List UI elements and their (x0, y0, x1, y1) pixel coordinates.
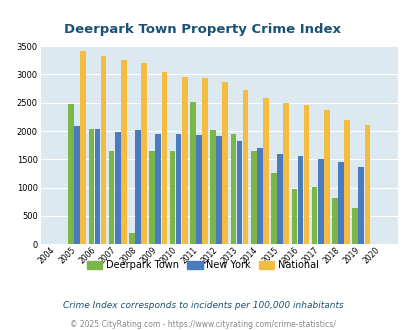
Bar (236, 141, 242, 244)
Bar (175, 134, 181, 244)
Bar (216, 136, 222, 244)
Bar (271, 174, 276, 244)
Bar (129, 233, 134, 244)
Bar (343, 120, 349, 244)
Bar (242, 90, 248, 244)
Bar (115, 132, 120, 244)
Bar (74, 126, 80, 244)
Bar (141, 63, 147, 244)
Bar (364, 125, 369, 244)
Bar (323, 110, 329, 244)
Bar (121, 60, 126, 244)
Bar (135, 130, 141, 244)
Bar (181, 77, 187, 244)
Text: Crime Index corresponds to incidents per 100,000 inhabitants: Crime Index corresponds to incidents per… (62, 301, 343, 310)
Bar (161, 72, 167, 244)
Bar (256, 148, 262, 244)
Bar (68, 105, 74, 244)
Bar (297, 156, 303, 244)
Bar (230, 134, 236, 244)
Text: © 2025 CityRating.com - https://www.cityrating.com/crime-statistics/: © 2025 CityRating.com - https://www.city… (70, 319, 335, 329)
Bar (262, 98, 268, 244)
Bar (94, 129, 100, 244)
Bar (149, 151, 155, 244)
Bar (222, 82, 228, 244)
Bar (337, 162, 343, 244)
Bar (277, 154, 282, 244)
Bar (358, 167, 363, 244)
Legend: Deerpark Town, New York, National: Deerpark Town, New York, National (83, 256, 322, 274)
Bar (196, 135, 201, 244)
Bar (88, 129, 94, 244)
Bar (155, 134, 161, 244)
Bar (291, 189, 296, 244)
Bar (202, 78, 207, 244)
Text: Deerpark Town Property Crime Index: Deerpark Town Property Crime Index (64, 23, 341, 36)
Bar (303, 105, 309, 244)
Bar (311, 187, 317, 244)
Bar (331, 198, 337, 244)
Bar (250, 151, 256, 244)
Bar (80, 51, 86, 244)
Bar (109, 151, 114, 244)
Bar (190, 102, 195, 244)
Bar (283, 103, 288, 244)
Bar (317, 159, 323, 244)
Bar (169, 151, 175, 244)
Bar (210, 130, 215, 244)
Bar (352, 208, 357, 244)
Bar (100, 56, 106, 244)
